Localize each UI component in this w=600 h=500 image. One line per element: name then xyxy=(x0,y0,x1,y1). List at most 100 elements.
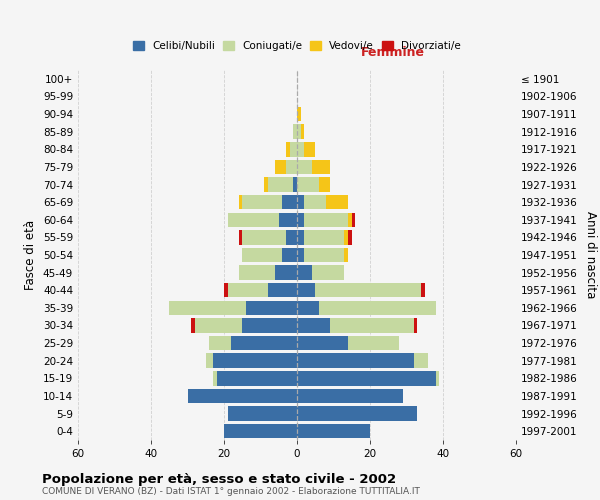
Bar xyxy=(224,283,297,298)
Bar xyxy=(293,124,297,139)
Bar xyxy=(239,266,297,280)
Bar xyxy=(297,318,414,332)
Bar xyxy=(246,300,297,315)
Bar xyxy=(227,406,297,421)
Bar xyxy=(297,124,301,139)
Bar xyxy=(169,300,297,315)
Bar xyxy=(297,142,315,156)
Bar xyxy=(297,300,436,315)
Bar xyxy=(297,318,414,332)
Bar xyxy=(297,354,428,368)
Bar xyxy=(227,406,297,421)
Bar xyxy=(227,212,297,227)
Bar xyxy=(297,424,370,438)
Bar xyxy=(195,318,297,332)
Bar xyxy=(224,424,297,438)
Bar xyxy=(286,142,297,156)
Bar xyxy=(297,336,399,350)
Bar xyxy=(227,406,297,421)
Text: Popolazione per età, sesso e stato civile - 2002: Popolazione per età, sesso e stato civil… xyxy=(42,472,396,486)
Bar xyxy=(297,230,304,244)
Bar xyxy=(297,212,304,227)
Bar xyxy=(297,230,352,244)
Bar xyxy=(297,424,370,438)
Bar xyxy=(297,248,348,262)
Bar xyxy=(242,230,297,244)
Bar xyxy=(227,283,297,298)
Bar xyxy=(213,371,297,386)
Bar xyxy=(242,195,297,210)
Bar xyxy=(279,212,297,227)
Bar xyxy=(275,160,297,174)
Bar xyxy=(217,371,297,386)
Bar xyxy=(297,424,370,438)
Bar xyxy=(297,406,418,421)
Bar xyxy=(213,371,297,386)
Bar xyxy=(297,388,403,403)
Bar xyxy=(297,212,355,227)
Bar xyxy=(297,178,330,192)
Bar xyxy=(297,178,319,192)
Bar xyxy=(297,406,418,421)
Bar xyxy=(297,283,315,298)
Bar xyxy=(275,160,297,174)
Bar xyxy=(227,283,297,298)
Bar xyxy=(187,388,297,403)
Bar xyxy=(297,212,348,227)
Bar xyxy=(297,230,348,244)
Bar xyxy=(206,354,297,368)
Bar xyxy=(242,230,297,244)
Bar xyxy=(297,283,421,298)
Text: COMUNE DI VERANO (BZ) - Dati ISTAT 1° gennaio 2002 - Elaborazione TUTTITALIA.IT: COMUNE DI VERANO (BZ) - Dati ISTAT 1° ge… xyxy=(42,488,420,496)
Bar xyxy=(209,336,297,350)
Bar xyxy=(297,354,414,368)
Bar xyxy=(206,354,297,368)
Bar xyxy=(297,248,304,262)
Bar xyxy=(242,248,297,262)
Bar xyxy=(187,388,297,403)
Bar xyxy=(297,388,403,403)
Text: Femmine: Femmine xyxy=(361,46,425,59)
Bar xyxy=(232,336,297,350)
Bar xyxy=(195,318,297,332)
Bar xyxy=(227,406,297,421)
Bar xyxy=(297,300,319,315)
Legend: Celibi/Nubili, Coniugati/e, Vedovi/e, Divorziati/e: Celibi/Nubili, Coniugati/e, Vedovi/e, Di… xyxy=(130,38,464,54)
Bar xyxy=(297,160,311,174)
Bar xyxy=(297,195,304,210)
Bar xyxy=(297,371,439,386)
Bar xyxy=(239,266,297,280)
Bar xyxy=(297,195,348,210)
Bar xyxy=(209,336,297,350)
Bar xyxy=(224,424,297,438)
Bar xyxy=(290,142,297,156)
Bar xyxy=(224,424,297,438)
Y-axis label: Fasce di età: Fasce di età xyxy=(25,220,37,290)
Bar xyxy=(297,283,425,298)
Bar xyxy=(297,178,330,192)
Bar xyxy=(264,178,297,192)
Bar xyxy=(297,318,330,332)
Bar xyxy=(283,248,297,262)
Bar xyxy=(242,248,297,262)
Bar xyxy=(297,160,330,174)
Bar xyxy=(297,107,301,122)
Bar xyxy=(297,266,344,280)
Bar xyxy=(297,124,304,139)
Bar xyxy=(297,266,311,280)
Bar xyxy=(297,195,348,210)
Bar xyxy=(286,142,297,156)
Bar xyxy=(239,195,297,210)
Bar xyxy=(297,354,428,368)
Bar xyxy=(297,300,436,315)
Bar xyxy=(297,248,348,262)
Bar xyxy=(297,371,439,386)
Bar xyxy=(239,195,297,210)
Bar xyxy=(286,230,297,244)
Bar xyxy=(209,336,297,350)
Bar xyxy=(169,300,297,315)
Bar xyxy=(297,406,418,421)
Bar xyxy=(268,283,297,298)
Bar xyxy=(297,230,344,244)
Bar xyxy=(297,266,344,280)
